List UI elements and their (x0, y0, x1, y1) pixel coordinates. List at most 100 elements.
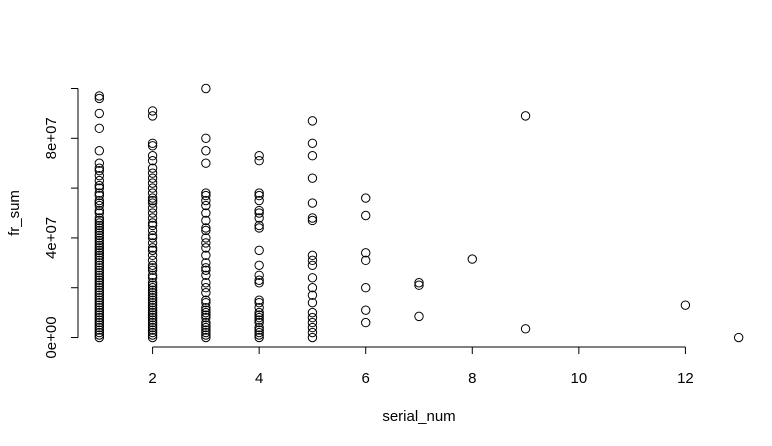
data-point (307, 317, 318, 328)
y-tick-label: 8e+07 (43, 117, 60, 159)
data-point (147, 225, 158, 236)
data-point (94, 278, 105, 288)
x-tick-label: 10 (571, 370, 588, 387)
data-point (94, 240, 105, 251)
data-point (201, 332, 211, 343)
data-point (94, 158, 105, 168)
data-point (201, 312, 211, 323)
data-point (307, 116, 318, 126)
data-point (94, 235, 105, 246)
data-point (147, 173, 158, 183)
data-point (307, 151, 318, 161)
data-point (94, 302, 105, 313)
data-point (147, 203, 158, 213)
data-point (147, 238, 158, 248)
data-point (254, 190, 264, 201)
data-point (254, 307, 264, 318)
data-point (94, 320, 105, 330)
data-point (201, 146, 211, 156)
data-point (201, 263, 211, 273)
data-point (254, 205, 264, 216)
data-point (733, 332, 744, 343)
data-point (94, 330, 105, 340)
data-point (94, 248, 105, 258)
data-point (147, 270, 158, 280)
data-point (201, 295, 211, 305)
data-point (147, 213, 158, 223)
data-point (201, 83, 211, 94)
data-point (254, 195, 264, 206)
data-point (147, 220, 158, 231)
data-point (307, 215, 318, 226)
data-point (520, 324, 531, 334)
data-point (94, 195, 105, 206)
data-point (147, 278, 158, 288)
data-point (307, 283, 318, 293)
data-point (94, 108, 105, 119)
data-point (201, 225, 211, 236)
data-point (94, 205, 105, 216)
data-point (94, 245, 105, 256)
data-point (147, 320, 158, 330)
data-point (147, 317, 158, 328)
data-point (201, 250, 211, 261)
data-point (201, 270, 211, 280)
data-points (94, 83, 744, 343)
data-point (254, 302, 264, 313)
data-point (94, 146, 105, 156)
data-point (254, 297, 264, 308)
data-point (94, 213, 105, 223)
data-point (254, 330, 264, 340)
data-point (307, 322, 318, 333)
x-tick-label: 4 (255, 370, 263, 387)
data-point (201, 158, 211, 168)
data-point (254, 322, 264, 333)
data-point (147, 198, 158, 208)
data-point (147, 305, 158, 315)
data-point (94, 325, 105, 335)
data-point (147, 292, 158, 303)
data-point (254, 295, 264, 305)
data-point (94, 280, 105, 290)
data-point (147, 327, 158, 338)
data-point (467, 254, 477, 264)
x-tick-label: 8 (468, 370, 476, 387)
data-point (201, 317, 211, 328)
data-point (94, 290, 105, 300)
data-point (147, 168, 158, 178)
data-point (147, 297, 158, 308)
data-point (94, 312, 105, 323)
data-point (94, 163, 105, 173)
data-point (414, 278, 424, 288)
data-point (201, 283, 211, 293)
data-point (94, 273, 105, 283)
data-point (201, 200, 211, 211)
data-point (201, 327, 211, 338)
data-point (147, 243, 158, 253)
data-point (147, 193, 158, 203)
data-point (147, 300, 158, 310)
data-point (201, 305, 211, 315)
y-axis-title: fr_sum (6, 190, 23, 236)
data-point (201, 278, 211, 288)
data-point (94, 297, 105, 308)
x-tick-label: 12 (677, 370, 694, 387)
data-point (254, 325, 264, 335)
data-point (94, 220, 105, 231)
y-tick-label: 4e+07 (43, 217, 60, 259)
data-point (94, 243, 105, 253)
data-point (361, 210, 371, 221)
data-point (94, 307, 105, 318)
data-point (94, 260, 105, 271)
data-point (201, 288, 211, 298)
data-point (414, 280, 424, 290)
data-point (94, 253, 105, 263)
data-point (147, 312, 158, 323)
data-point (307, 312, 318, 323)
data-point (254, 332, 264, 343)
data-point (147, 183, 158, 193)
data-point (94, 170, 105, 181)
data-point (201, 195, 211, 206)
x-axis-ticks: 2 4 6 8 10 12 (148, 347, 694, 387)
data-point (307, 332, 318, 343)
